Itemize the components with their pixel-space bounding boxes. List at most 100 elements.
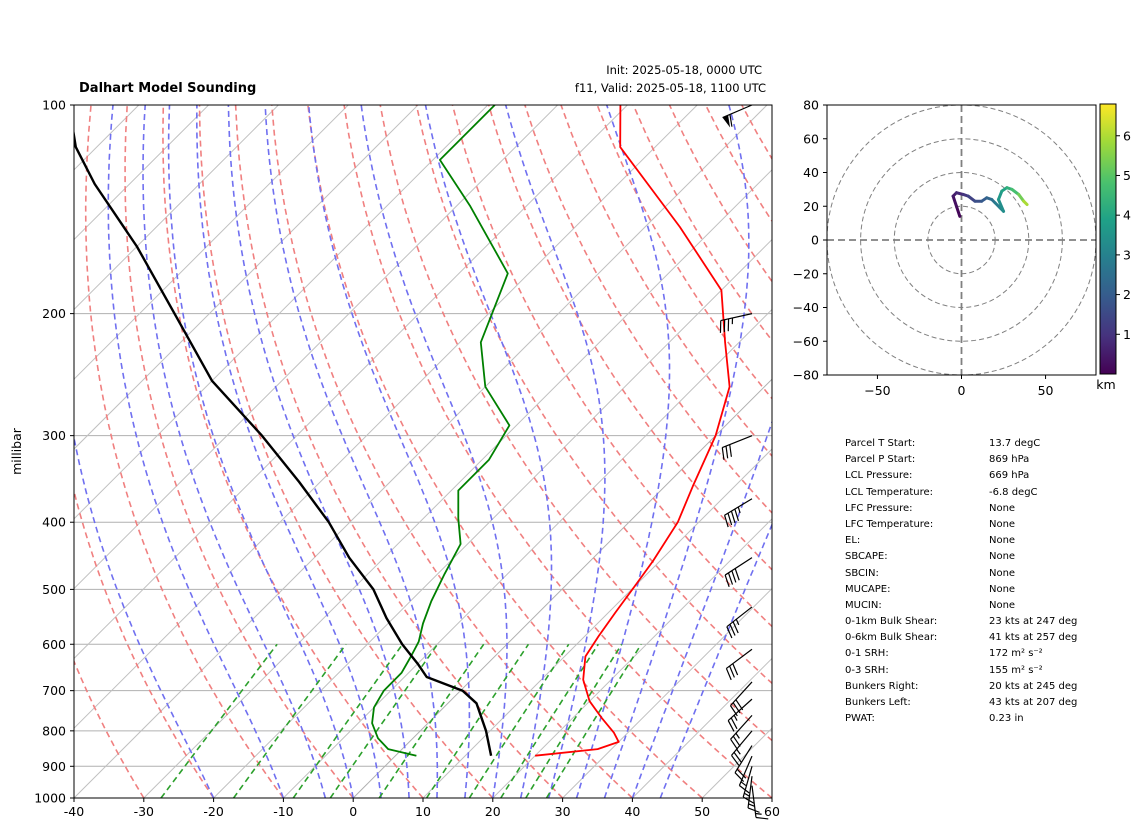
dry-adiabat-line	[271, 105, 633, 798]
parameter-label: LCL Pressure:	[845, 470, 913, 482]
dry-adiabat-line	[307, 105, 703, 798]
y-axis-label: millibar	[9, 427, 24, 475]
moist-adiabat-line	[504, 105, 606, 798]
mixing-ratio-line	[525, 643, 623, 798]
isotherm-line	[74, 105, 489, 520]
isotherm-line	[74, 105, 279, 311]
wind-barb	[751, 785, 769, 820]
parameter-row: 0-3 SRH: 155 m² s⁻²	[845, 664, 1135, 680]
parameter-row: 0-6km Bulk Shear: 41 kts at 257 deg	[845, 631, 1135, 647]
parameter-row: Parcel P Start: 869 hPa	[845, 453, 1135, 469]
moist-adiabat-line	[307, 105, 471, 798]
dry-adiabat-line	[234, 105, 564, 798]
wind-barb	[727, 698, 753, 732]
dry-adiabat-line	[162, 105, 424, 798]
colorbar-tick-label: 5	[1123, 168, 1131, 183]
y-tick-label: 300	[42, 428, 66, 443]
parameter-value: 43 kts at 207 deg	[989, 697, 1078, 708]
moist-adiabat-line	[631, 419, 772, 798]
dry-adiabat-line	[451, 105, 772, 628]
wind-barb	[719, 313, 753, 333]
temperature-trace	[535, 105, 731, 757]
isotherm-line	[422, 448, 772, 798]
x-tick-label: 40	[624, 804, 640, 819]
isotherm-line	[74, 105, 698, 729]
parameter-value: 669 hPa	[989, 470, 1030, 482]
x-tick-label: -30	[134, 804, 154, 819]
mixing-ratio-line	[378, 643, 485, 798]
parameter-value: None	[989, 567, 1016, 579]
parameter-value: 20 kts at 245 deg	[989, 680, 1078, 692]
parameter-label: Parcel T Start:	[845, 438, 916, 449]
hodograph-y-tick-label: −20	[793, 266, 819, 281]
parameter-row: EL: None	[845, 534, 1135, 550]
parameter-label: MUCAPE:	[845, 583, 891, 595]
isotherm-line	[213, 238, 772, 798]
hodograph-plot: −50 0 50 −80 −60 −40 −20 0 20 40 60 80	[793, 98, 1097, 398]
hodograph-y-tick-label: 60	[803, 131, 819, 146]
parameter-value: 172 m² s⁻²	[989, 648, 1043, 660]
parameter-label: LFC Temperature:	[845, 518, 934, 530]
parameter-row: LFC Temperature: None	[845, 518, 1135, 534]
y-tick-label: 800	[42, 723, 66, 738]
y-tick-label: 900	[42, 759, 66, 774]
colorbar-tick-label: 2	[1123, 287, 1131, 302]
parameter-label: 0-3 SRH:	[845, 664, 889, 676]
x-tick-label: -20	[203, 804, 223, 819]
moist-adiabat-line	[74, 433, 215, 798]
x-tick-label: 0	[349, 804, 357, 819]
dry-adiabat-line	[524, 105, 772, 515]
hodograph-segment	[954, 204, 962, 218]
dry-adiabat-line	[74, 487, 215, 798]
isotherm-line	[74, 105, 349, 380]
wind-barb	[721, 435, 753, 460]
skew-t-plot: -40 -30 -20 -10 0 10 20 30 40 50 60 100 200 300 400 500…	[9, 98, 780, 820]
x-tick-label: -10	[273, 804, 293, 819]
colorbar-label: km	[1096, 377, 1115, 392]
wind-barb	[731, 730, 753, 766]
parameter-label: 0-6km Bulk Shear:	[845, 632, 938, 644]
colorbar-tick-label: 3	[1123, 247, 1131, 262]
moist-adiabat-line	[264, 105, 439, 798]
parameter-row: MUCAPE: None	[845, 583, 1135, 599]
y-tick-label: 100	[42, 98, 66, 113]
parameter-value: 13.7 degC	[989, 438, 1041, 449]
parameter-label: PWAT:	[845, 713, 875, 725]
y-tick-label: 500	[42, 582, 66, 597]
parameter-label: 0-1 SRH:	[845, 648, 889, 660]
isotherm-line	[562, 587, 772, 798]
mixing-ratio-line	[500, 643, 599, 798]
moist-adiabat-line	[659, 522, 772, 798]
parameter-value: 41 kts at 257 deg	[989, 632, 1078, 644]
sounding-parameters-table: Parcel T Start: 13.7 degC Parcel P Start: 8…	[845, 437, 1135, 728]
mixing-ratio-line	[232, 643, 347, 798]
hodograph-segment	[1022, 199, 1029, 207]
parameter-row: MUCIN: None	[845, 599, 1135, 615]
wind-barb	[726, 606, 753, 639]
moist-adiabat-line	[603, 105, 750, 798]
parameter-row: Bunkers Right: 20 kts at 245 deg	[845, 680, 1135, 696]
parameter-label: SBCAPE:	[845, 551, 888, 563]
wind-barb	[724, 557, 753, 587]
y-tick-label: 700	[42, 683, 66, 698]
mixing-ratio-line	[329, 643, 439, 798]
parameter-label: Parcel P Start:	[845, 454, 916, 466]
parameter-row: LFC Pressure: None	[845, 502, 1135, 518]
parameter-row: LCL Pressure: 669 hPa	[845, 469, 1135, 485]
parameter-label: 0-1km Bulk Shear:	[845, 616, 938, 628]
parameter-row: LCL Temperature: -6.8 degC	[845, 486, 1135, 502]
dry-adiabat-line	[84, 105, 285, 798]
wind-barb	[730, 715, 753, 750]
isotherm-line	[492, 518, 772, 798]
parameter-row: Parcel T Start: 13.7 degC	[845, 437, 1135, 453]
moist-adiabat-line	[360, 105, 508, 798]
y-tick-label: 400	[42, 515, 66, 530]
parameter-label: EL:	[845, 535, 861, 547]
hodograph-x-tick-label: 50	[1038, 383, 1054, 398]
parameter-value: None	[989, 583, 1016, 595]
hodograph-x-tick-label: −50	[864, 383, 890, 398]
parameter-label: MUCIN:	[845, 599, 882, 611]
colorbar-tick-label: 4	[1123, 208, 1131, 223]
parameter-value: 0.23 in	[989, 713, 1024, 725]
